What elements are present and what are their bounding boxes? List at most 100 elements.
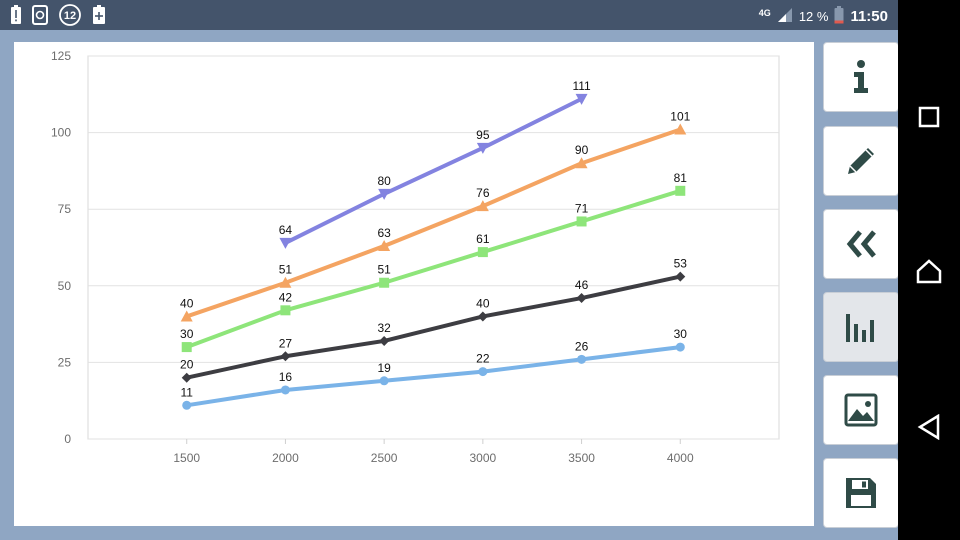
y-tick-label: 25 bbox=[58, 355, 72, 369]
edit-button[interactable] bbox=[823, 126, 899, 196]
data-label: 51 bbox=[279, 263, 293, 277]
x-tick-label: 1500 bbox=[173, 451, 200, 465]
data-label: 30 bbox=[180, 327, 194, 341]
back-button[interactable] bbox=[823, 209, 899, 279]
y-tick-label: 125 bbox=[51, 49, 71, 63]
data-point bbox=[379, 335, 390, 346]
y-tick-label: 75 bbox=[58, 202, 72, 216]
data-label: 26 bbox=[575, 339, 589, 353]
data-label: 20 bbox=[180, 358, 194, 372]
status-icons-left: 12 bbox=[10, 4, 106, 26]
x-tick-label: 2000 bbox=[272, 451, 299, 465]
data-label: 111 bbox=[572, 79, 591, 93]
nav-bar bbox=[898, 0, 960, 540]
data-point bbox=[379, 277, 390, 288]
data-point bbox=[180, 310, 193, 322]
data-point bbox=[280, 351, 291, 362]
notification-count-icon: 12 bbox=[58, 4, 82, 26]
data-point bbox=[575, 157, 588, 169]
data-label: 22 bbox=[476, 352, 490, 366]
data-point bbox=[675, 185, 686, 196]
y-tick-label: 0 bbox=[64, 432, 71, 446]
series-line bbox=[283, 96, 584, 245]
data-label: 32 bbox=[377, 321, 391, 335]
status-right: 4G 12 % 11:50 bbox=[759, 6, 888, 27]
data-point bbox=[675, 271, 686, 282]
series-line bbox=[184, 274, 683, 380]
x-tick-label: 3000 bbox=[470, 451, 497, 465]
info-button[interactable] bbox=[823, 42, 899, 112]
data-label: 19 bbox=[377, 361, 391, 375]
data-label: 63 bbox=[377, 226, 391, 240]
x-tick-label: 4000 bbox=[667, 451, 694, 465]
data-point bbox=[576, 293, 587, 304]
data-label: 30 bbox=[674, 327, 688, 341]
clock: 11:50 bbox=[850, 8, 888, 25]
data-label: 76 bbox=[476, 186, 490, 200]
data-point bbox=[477, 311, 488, 322]
data-point bbox=[478, 367, 488, 377]
x-tick-label: 3500 bbox=[568, 451, 595, 465]
image-icon bbox=[844, 393, 878, 427]
data-point bbox=[181, 372, 192, 383]
data-point bbox=[378, 239, 391, 251]
data-point bbox=[576, 216, 587, 227]
data-label: 11 bbox=[180, 385, 193, 399]
data-point bbox=[279, 276, 292, 288]
data-label: 27 bbox=[279, 336, 293, 350]
data-point bbox=[279, 237, 292, 249]
data-label: 51 bbox=[377, 263, 391, 277]
battery-alert-icon bbox=[10, 5, 22, 25]
signal-icon bbox=[777, 7, 793, 26]
data-point bbox=[181, 342, 192, 353]
chart-type-button[interactable] bbox=[823, 292, 899, 362]
line-chart: 0 25 50 75 100 125 1500 2000 2500 3000 3500 4000 64 8… bbox=[51, 49, 780, 465]
data-label: 64 bbox=[279, 223, 293, 237]
data-point bbox=[477, 247, 488, 258]
status-bar: 12 4G 12 % 11:50 bbox=[0, 0, 898, 30]
bar-chart-icon bbox=[844, 310, 878, 344]
y-tick-label: 100 bbox=[51, 126, 71, 140]
image-button[interactable] bbox=[823, 375, 899, 445]
data-label: 95 bbox=[476, 128, 490, 142]
data-label: 80 bbox=[377, 174, 391, 188]
data-point bbox=[476, 200, 489, 212]
series-line bbox=[184, 188, 683, 350]
data-label: 71 bbox=[575, 201, 589, 215]
data-point bbox=[577, 354, 587, 364]
recent-apps-icon[interactable] bbox=[916, 104, 942, 130]
info-icon bbox=[849, 60, 873, 94]
floppy-disk-icon bbox=[844, 476, 878, 510]
data-label: 53 bbox=[674, 257, 688, 271]
network-type: 4G bbox=[758, 7, 771, 18]
save-button[interactable] bbox=[823, 458, 899, 528]
y-tick-label: 50 bbox=[58, 279, 72, 293]
battery-icon bbox=[834, 6, 844, 27]
data-label: 81 bbox=[674, 171, 688, 185]
series-line bbox=[184, 345, 683, 408]
data-label: 42 bbox=[279, 290, 293, 304]
double-chevron-left-icon bbox=[844, 230, 878, 258]
data-label: 40 bbox=[476, 296, 490, 310]
data-label: 61 bbox=[476, 232, 490, 246]
data-point bbox=[280, 305, 291, 316]
data-point bbox=[182, 400, 192, 410]
series-line bbox=[184, 127, 683, 319]
data-point bbox=[378, 188, 391, 200]
sync-icon bbox=[32, 5, 48, 25]
data-label: 46 bbox=[575, 278, 589, 292]
pencil-icon bbox=[844, 144, 878, 178]
data-point bbox=[379, 376, 389, 386]
data-label: 16 bbox=[279, 370, 293, 384]
battery-percent: 12 % bbox=[798, 9, 829, 24]
chart-card: 0 25 50 75 100 125 1500 2000 2500 3000 3500 4000 64 8… bbox=[14, 42, 814, 526]
battery-plus-icon bbox=[92, 5, 106, 25]
data-point bbox=[674, 123, 687, 135]
home-icon[interactable] bbox=[916, 258, 942, 284]
notification-badge: 12 bbox=[64, 10, 76, 22]
x-tick-label: 2500 bbox=[371, 451, 398, 465]
back-icon[interactable] bbox=[916, 413, 942, 441]
data-label: 101 bbox=[670, 110, 690, 124]
data-point bbox=[476, 142, 489, 154]
data-label: 90 bbox=[575, 143, 589, 157]
